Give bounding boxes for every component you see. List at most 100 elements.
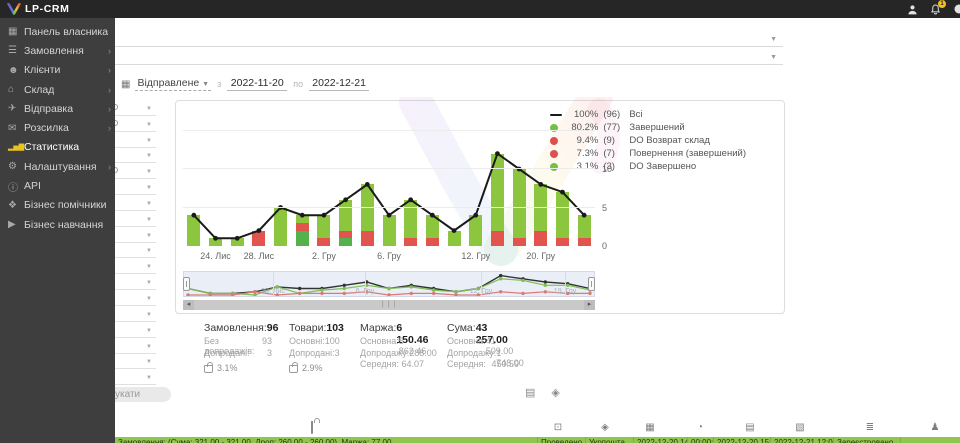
bar-segment — [534, 184, 548, 231]
bar-11[interactable] — [422, 111, 444, 246]
sidebar-item-api[interactable]: ⓘ API — [0, 176, 115, 195]
navigator-left-handle[interactable] — [183, 277, 190, 291]
brand-logo[interactable]: LP-CRM — [0, 3, 69, 15]
legend-item[interactable]: 7.3% (7) Повернення (завершений) — [550, 147, 746, 160]
clock-icon[interactable]: ◔ — [696, 422, 704, 433]
scrollbar-grip[interactable]: | | | — [381, 301, 397, 308]
order-row-cell: 2022-12-20 14:15:06 — [633, 437, 687, 443]
chevron-down-icon: ▼ — [146, 280, 152, 287]
person-icon[interactable]: ♟ — [930, 422, 940, 433]
chevron-down-icon: ▼ — [146, 311, 152, 318]
bar-8[interactable] — [357, 111, 379, 246]
left-filter-select[interactable]: ▼ — [112, 116, 156, 132]
user-icon[interactable] — [906, 3, 919, 16]
bar-segment — [490, 153, 504, 231]
navigator-right-handle[interactable] — [588, 277, 595, 291]
left-filter-select[interactable]: ▼ — [115, 211, 156, 227]
bar-4[interactable] — [270, 111, 292, 246]
calendar-check-icon[interactable]: ▧ — [795, 422, 805, 433]
navigator-series — [186, 273, 592, 296]
bar-6[interactable] — [313, 111, 335, 246]
bar-10[interactable] — [400, 111, 422, 246]
filter-select-top-2[interactable]: ▼ — [115, 48, 783, 65]
bar-5[interactable] — [291, 111, 313, 246]
calendar-icon[interactable]: ▦ — [645, 422, 655, 433]
legend-item[interactable]: 3.1% (3) DO Завершено — [550, 160, 746, 173]
bell-icon[interactable]: 1 — [929, 0, 946, 16]
sidebar-item-label: Бізнес помічники — [24, 199, 107, 212]
navigator-scrollbar[interactable]: ◂ | | | ▸ — [183, 300, 595, 310]
legend-item[interactable]: 100% (96) Всі — [550, 108, 746, 121]
gridline — [183, 168, 595, 169]
bar-14[interactable] — [487, 111, 509, 246]
date-to-input[interactable] — [309, 77, 370, 91]
left-filter-select[interactable]: ▼ — [115, 179, 156, 196]
chevron-down-icon: ▼ — [146, 169, 152, 176]
sidebar-item-clients[interactable]: ☻ Клієнти › — [0, 61, 115, 80]
legend-label: Всі — [629, 109, 643, 120]
left-filter-select[interactable]: ▼ — [115, 148, 156, 164]
package-icon[interactable]: ◈ — [601, 422, 609, 433]
sidebar-item-helpers[interactable]: ❖ Бізнес помічники — [0, 196, 115, 215]
date-type-dropdown[interactable]: Відправлене ▼ — [135, 77, 212, 91]
summary-sub-row: Середня: 64.07 — [360, 359, 424, 371]
scroll-left-arrow[interactable]: ◂ — [183, 300, 194, 310]
package-view-icon[interactable]: ◈ — [551, 387, 560, 399]
order-table-row[interactable]: Замовлення: (Сума: 321.00 - 321.00, Дроп… — [115, 437, 960, 443]
notification-badge: 1 — [938, 0, 946, 8]
bar-18[interactable] — [573, 111, 595, 246]
bar-9[interactable] — [378, 111, 400, 246]
scroll-right-arrow[interactable]: ▸ — [584, 300, 595, 310]
sidebar-item-statistics[interactable]: ▂▅▇ Статистика — [0, 138, 115, 157]
upsell-badge: 3.1% — [204, 362, 272, 373]
bar-12[interactable] — [443, 111, 465, 246]
left-filter-select[interactable]: ▼ — [112, 100, 156, 116]
left-filter-select[interactable]: ▼ — [115, 258, 156, 275]
left-filter-select[interactable]: ▼ — [115, 354, 156, 370]
bar-0[interactable] — [183, 111, 205, 246]
sidebar-item-warehouse[interactable]: ⌂ Склад › — [0, 80, 115, 99]
left-filter-select[interactable]: ▼ — [115, 195, 156, 211]
bar-3[interactable] — [248, 111, 270, 246]
bar-1[interactable] — [205, 111, 227, 246]
chart-lines-icon[interactable]: ≣ — [865, 422, 875, 433]
bar-13[interactable] — [465, 111, 487, 246]
left-filter-select[interactable]: ▼ — [115, 306, 156, 322]
bar-16[interactable] — [530, 111, 552, 246]
left-filter-select[interactable]: ▼ — [115, 338, 156, 354]
legend-percent: 80.2% — [571, 122, 599, 133]
filter-select-top-1[interactable]: ▼ — [115, 30, 783, 47]
bar-15[interactable] — [508, 111, 530, 246]
left-filter-select[interactable]: ▼ — [115, 322, 156, 338]
chart-navigator[interactable]: 28. Лис 6. Гру 12. Гру 19. Гру — [183, 271, 595, 297]
left-filter-select[interactable]: ▼ — [115, 369, 156, 386]
date-from-input[interactable] — [227, 77, 288, 91]
bag-icon[interactable] — [311, 421, 313, 434]
bar-2[interactable] — [226, 111, 248, 246]
legend-count: (7) — [603, 148, 615, 159]
calendar-box-icon[interactable]: ▤ — [745, 422, 755, 433]
orders-table-icons-row: ⊡ ◈ ▦ ◔ ▤ ▧ ≣ ♟ — [115, 421, 960, 437]
headset-icon[interactable] — [952, 3, 960, 16]
sidebar-item-dashboard[interactable]: ▦ Панель власника — [0, 22, 115, 41]
sidebar-item-training[interactable]: ▶ Бізнес навчання — [0, 215, 115, 234]
left-filter-select[interactable]: ▼ — [112, 163, 156, 180]
sidebar-item-shipping[interactable]: ✈ Відправка › — [0, 99, 115, 118]
legend-item[interactable]: 9.4% (9) DO Возврат склад — [550, 134, 746, 147]
left-filter-select[interactable]: ▼ — [115, 227, 156, 243]
sidebar-item-label: Відправка — [24, 102, 74, 115]
sidebar-item-orders[interactable]: ☰ Замовлення › — [0, 41, 115, 60]
left-filter-select[interactable]: ▼ — [115, 132, 156, 148]
left-filter-select[interactable]: ▼ — [115, 290, 156, 306]
bar-segment — [230, 238, 244, 246]
bar-7[interactable] — [335, 111, 357, 246]
sidebar-item-label: Панель власника — [24, 25, 109, 38]
bar-17[interactable] — [552, 111, 574, 246]
banknote-icon[interactable]: ⊡ — [553, 422, 563, 433]
legend-item[interactable]: 80.2% (77) Завершений — [550, 121, 746, 134]
left-filter-select[interactable]: ▼ — [115, 274, 156, 291]
left-filter-select[interactable]: ▼ — [115, 243, 156, 259]
list-view-icon[interactable]: ▤ — [525, 387, 536, 399]
sidebar-item-mailing[interactable]: ✉ Розсилка › — [0, 118, 115, 137]
sidebar-item-settings[interactable]: ⚙ Налаштування › — [0, 157, 115, 176]
